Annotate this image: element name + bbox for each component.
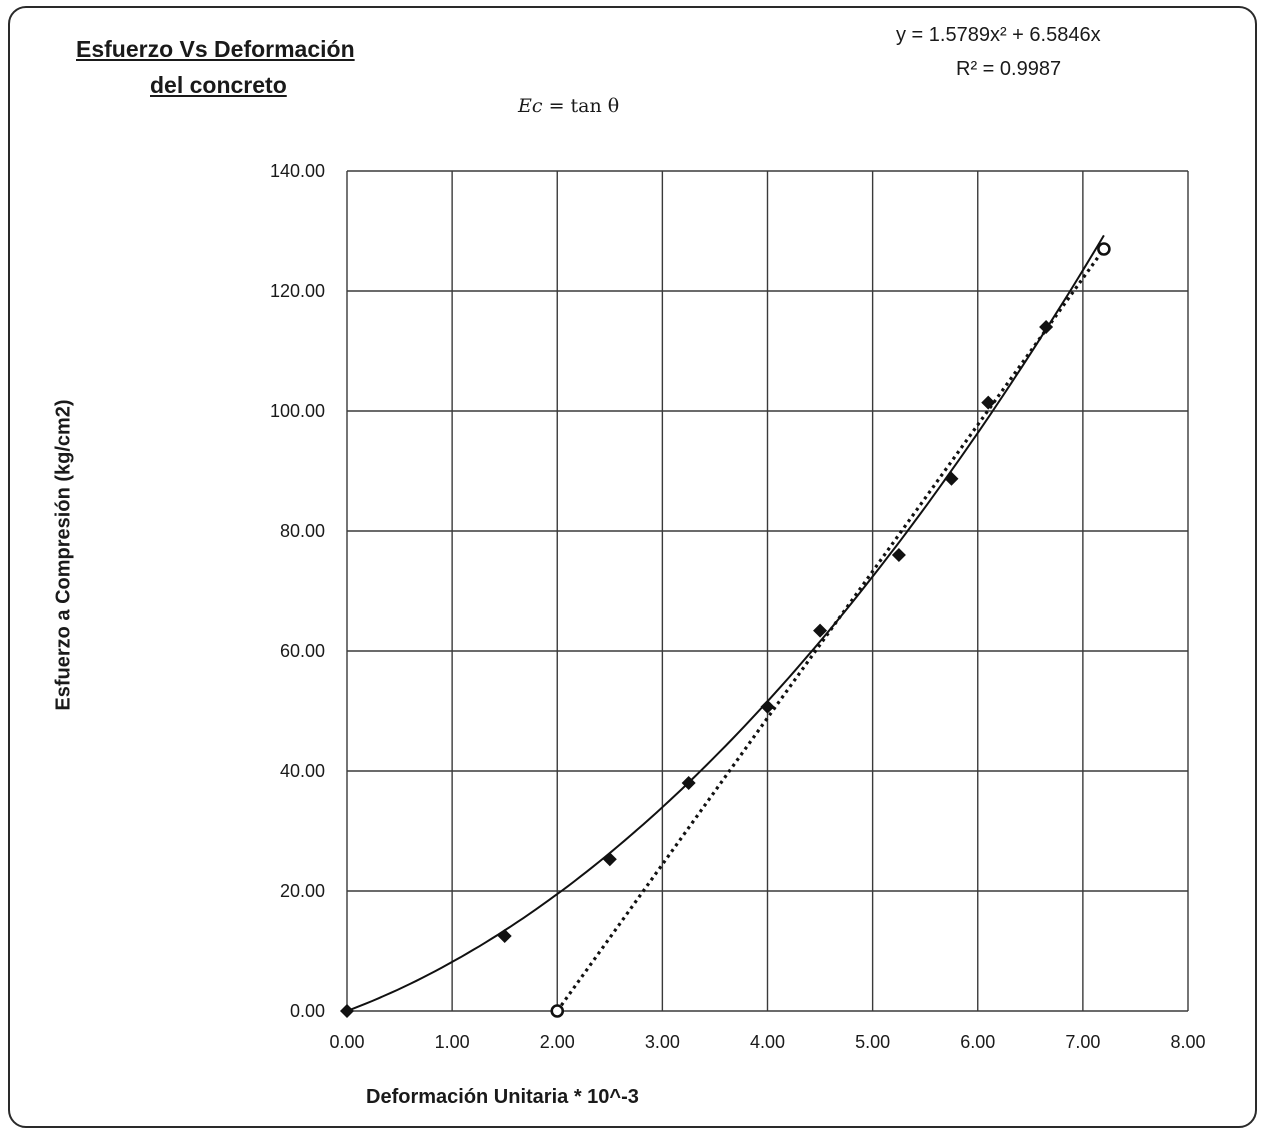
chart-frame: [8, 6, 1257, 1128]
x-tick-label: 2.00: [540, 1032, 575, 1052]
data-point-circle: [1097, 242, 1111, 256]
y-tick-label: 20.00: [280, 881, 325, 901]
y-tick-label: 0.00: [290, 1001, 325, 1021]
chart-title-line1: Esfuerzo Vs Deformación: [76, 36, 355, 62]
x-tick-label: 1.00: [435, 1032, 470, 1052]
data-point-diamond: [944, 471, 959, 486]
x-axis-title: Deformación Unitaria * 10^-3: [366, 1086, 639, 1108]
x-tick-label: 6.00: [960, 1032, 995, 1052]
data-point-diamond: [340, 1004, 354, 1018]
y-tick-label: 60.00: [280, 641, 325, 661]
x-tick-label: 8.00: [1170, 1032, 1205, 1052]
data-point-diamond: [981, 395, 996, 410]
y-tick-label: 140.00: [270, 161, 325, 181]
x-tick-label: 5.00: [855, 1032, 890, 1052]
x-tick-label: 4.00: [750, 1032, 785, 1052]
data-point-diamond: [813, 623, 828, 638]
y-tick-label: 80.00: [280, 521, 325, 541]
data-point-diamond: [891, 548, 906, 562]
data-point-diamond: [681, 776, 696, 790]
y-axis-title: Esfuerzo a Compresión (kg/cm2): [52, 399, 75, 711]
trendline-equation: y = 1.5789x² + 6.5846x: [896, 24, 1101, 46]
data-point-diamond: [602, 852, 617, 867]
modulus-formula: Ec = tan θ: [518, 95, 619, 117]
secant-dotted-line: [555, 248, 1106, 1012]
data-point-diamond: [1039, 320, 1054, 334]
y-tick-label: 100.00: [270, 401, 325, 421]
x-tick-label: 0.00: [329, 1032, 364, 1052]
x-tick-label: 7.00: [1065, 1032, 1100, 1052]
y-tick-label: 120.00: [270, 281, 325, 301]
modulus-formula-lhs: Ec: [518, 95, 543, 117]
data-point-diamond: [760, 699, 775, 714]
trendline-curve: [346, 234, 1105, 1012]
chart-title-line2: del concreto: [150, 72, 287, 98]
data-point-circle: [550, 1004, 565, 1018]
x-tick-label: 3.00: [645, 1032, 680, 1052]
trendline-r-squared: R² = 0.9987: [956, 58, 1062, 80]
data-point-diamond: [497, 929, 512, 943]
y-tick-label: 40.00: [280, 761, 325, 781]
modulus-formula-rhs: = tan θ: [548, 95, 620, 117]
